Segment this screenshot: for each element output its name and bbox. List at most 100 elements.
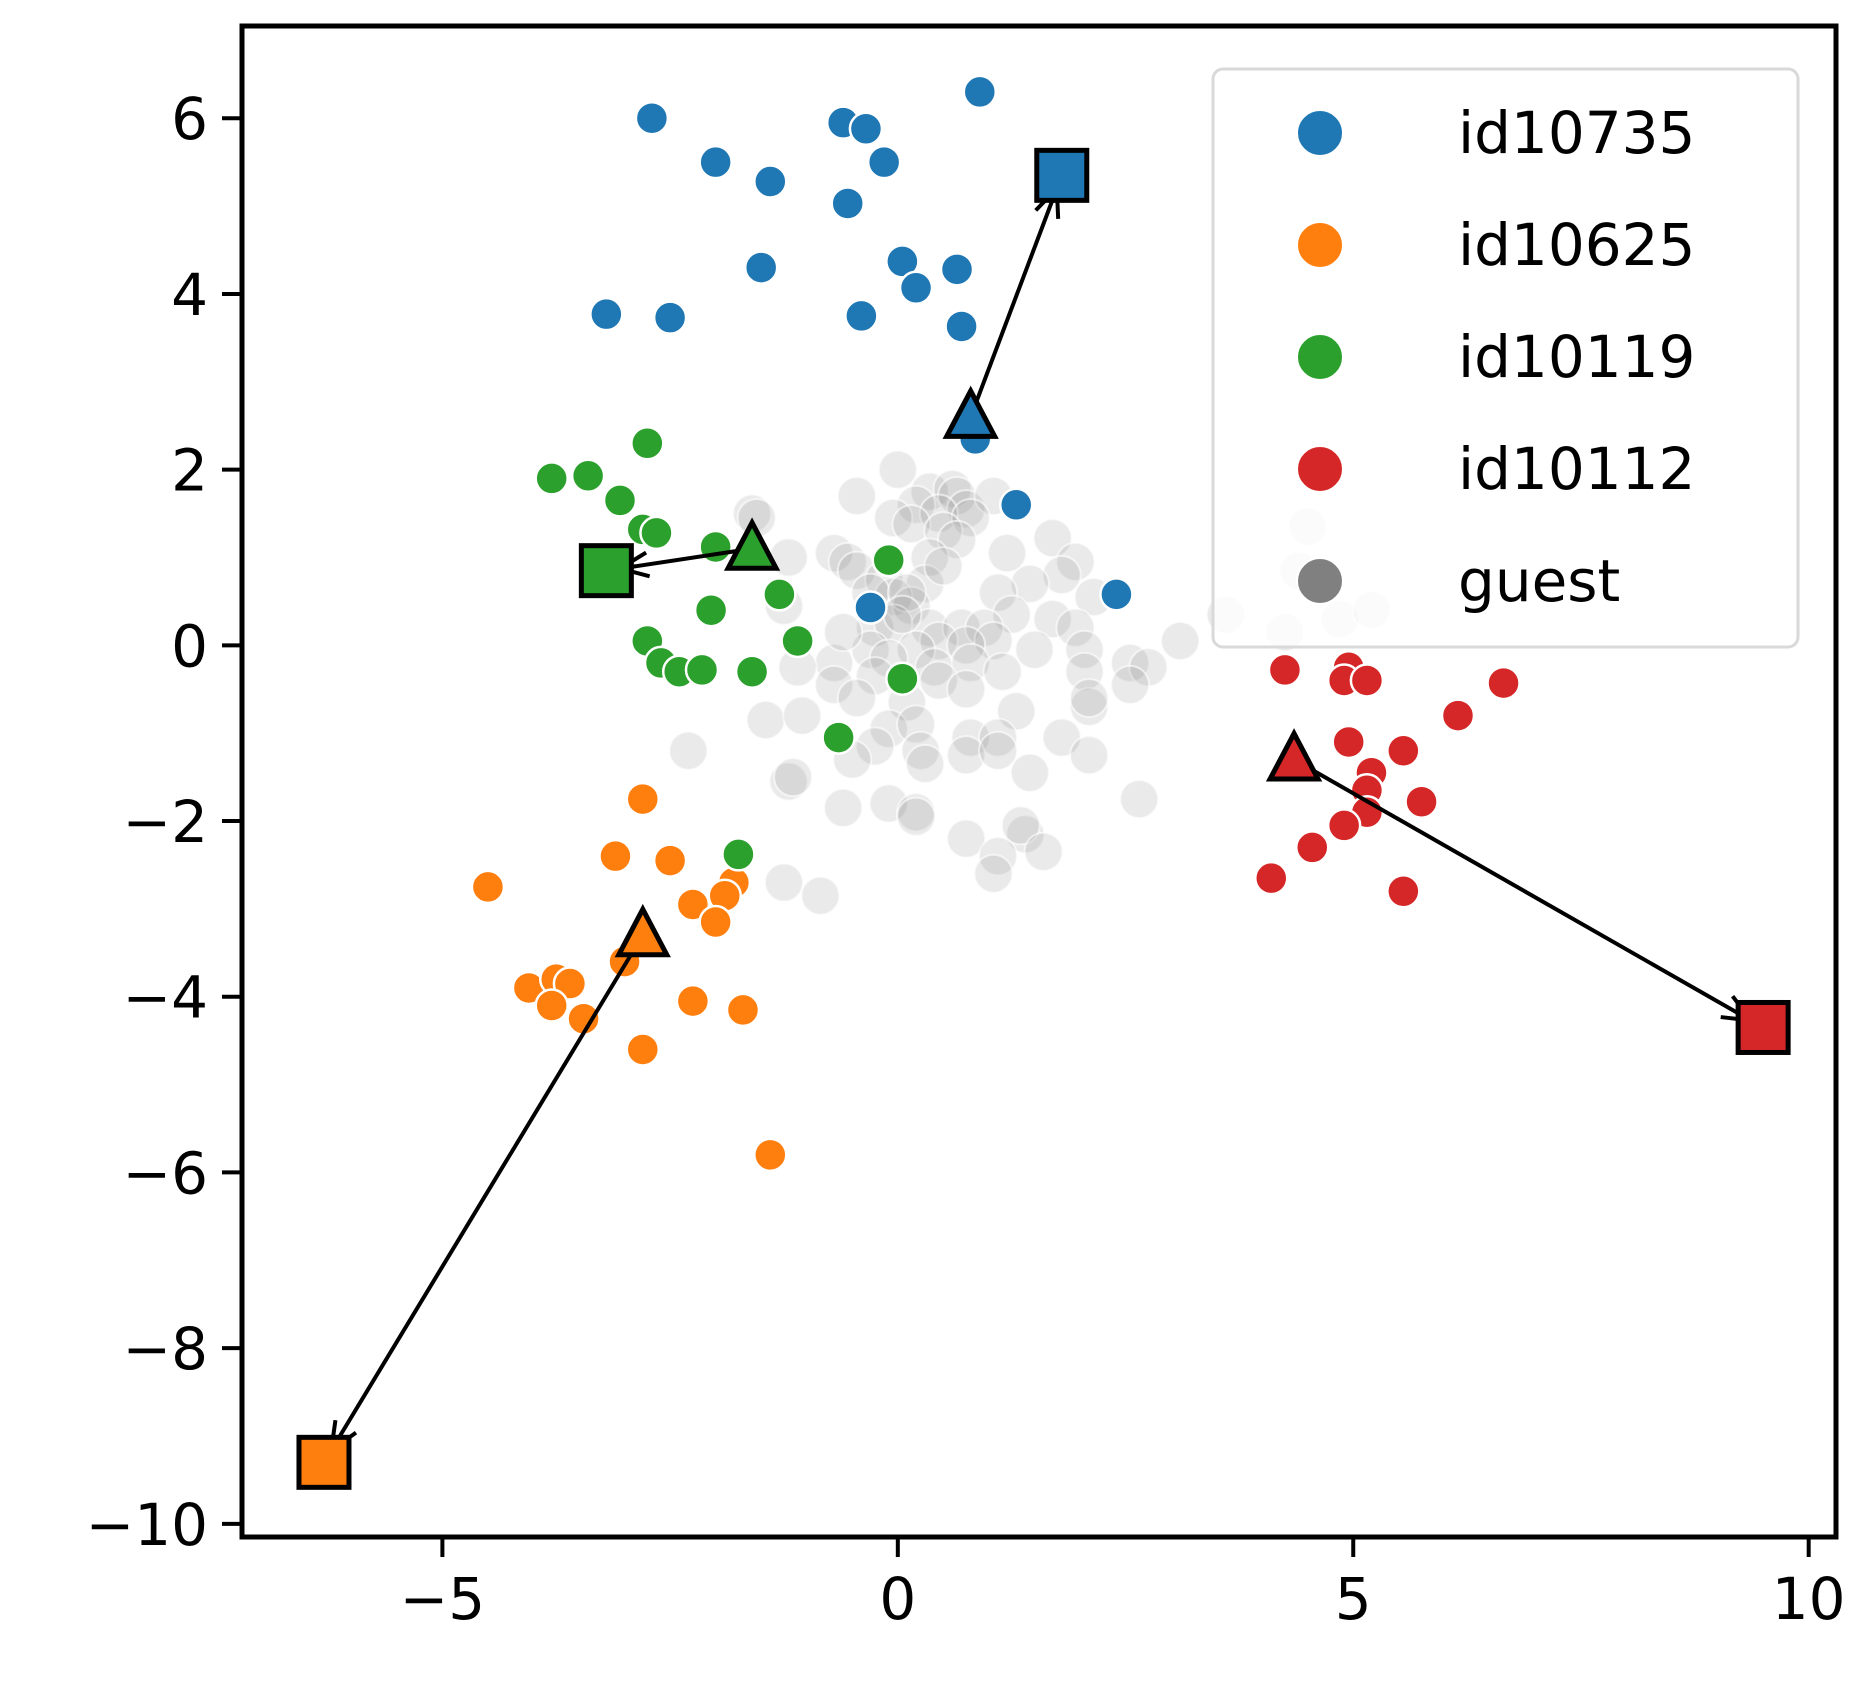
axes-layer: −5 0 5 10 −10 −8 −6 −4 −2 0 2 4 6	[86, 23, 1846, 1633]
legend-marker	[1296, 333, 1344, 381]
legend-label: id10625	[1458, 211, 1695, 279]
guest-point	[923, 546, 964, 587]
guest-point	[773, 757, 814, 798]
guest-point	[905, 743, 946, 784]
guest-point	[877, 449, 918, 490]
guest-point	[1119, 779, 1160, 820]
x-tick-label: 0	[879, 1565, 916, 1633]
guest-point	[1110, 664, 1151, 705]
id10625-point	[675, 983, 711, 1019]
guest-point	[1069, 686, 1110, 727]
id10119-point	[698, 529, 733, 565]
id10119-point	[693, 592, 729, 628]
guest-point	[1069, 735, 1110, 776]
id10625-point	[552, 966, 588, 1001]
id10119-point	[780, 623, 815, 659]
id10735-point	[939, 252, 975, 287]
guest-point	[946, 669, 987, 710]
guest-point	[978, 730, 1019, 771]
guest-point	[932, 468, 973, 509]
legend-marker	[1296, 557, 1344, 605]
guest-point	[1000, 805, 1041, 846]
markers-layer	[296, 147, 1791, 1490]
id10119-point	[871, 542, 906, 578]
guest-point	[1023, 831, 1064, 872]
id10112-point	[1267, 652, 1303, 688]
id10119-point	[821, 720, 856, 755]
guest-point	[814, 642, 855, 683]
legend-box	[1211, 67, 1800, 649]
id10625-arrow-line	[329, 941, 641, 1452]
id10735-point	[652, 300, 688, 335]
guest-point	[896, 796, 937, 837]
y-tick-label: −2	[123, 788, 209, 856]
id10735-centroid-marker	[942, 385, 999, 439]
guest-point	[973, 853, 1014, 894]
guest-point	[978, 717, 1019, 758]
id10112-point	[1254, 860, 1289, 896]
id10119-point	[602, 483, 638, 518]
x-tick-label: −5	[400, 1565, 486, 1633]
id10625-point	[698, 904, 733, 940]
guest-point	[668, 730, 709, 771]
id10119-point	[570, 458, 606, 494]
id10735-point	[589, 296, 624, 332]
guest-point	[768, 537, 809, 578]
id10735-point	[830, 186, 865, 221]
guest-point	[836, 678, 877, 719]
id10112-point	[1440, 698, 1476, 733]
id10112-point	[1386, 874, 1421, 909]
id10119-point	[630, 426, 665, 461]
id10112-point	[1295, 830, 1330, 865]
id10112-target-marker	[1735, 999, 1791, 1055]
guest-point	[763, 862, 804, 903]
id10625-point	[625, 781, 661, 817]
id10735-point	[743, 250, 779, 285]
id10119-arrow-line	[619, 547, 745, 571]
legend-label: id10119	[1458, 323, 1695, 391]
id10119-point	[534, 461, 569, 496]
y-tick-label: −4	[123, 964, 209, 1032]
guest-point	[882, 594, 923, 635]
guest-point	[1032, 598, 1073, 639]
y-tick-label: 0	[171, 612, 208, 680]
id10119-point	[639, 515, 674, 551]
legend-label: guest	[1458, 547, 1620, 615]
y-tick-label: 6	[171, 85, 208, 153]
id10119-target-marker	[578, 543, 634, 599]
id10119-point	[721, 837, 756, 872]
plot-frame	[239, 23, 1839, 1540]
id10735-point	[898, 270, 934, 306]
id10625-target-marker	[296, 1434, 352, 1490]
guest-point	[745, 700, 786, 741]
guest-point	[891, 504, 932, 545]
id10625-point	[534, 988, 569, 1023]
guest-point	[896, 704, 937, 745]
id10735-point	[962, 74, 998, 110]
guest-point	[950, 642, 991, 683]
guest-point	[800, 875, 841, 916]
guest-point	[1064, 651, 1105, 692]
legend-marker	[1296, 221, 1344, 269]
id10625-point	[598, 838, 633, 874]
id10112-point	[1486, 665, 1521, 701]
id10625-point	[675, 887, 711, 922]
y-tick-label: 4	[171, 261, 208, 329]
id10112-arrow-line	[1299, 761, 1752, 1023]
guest-point	[1064, 629, 1105, 670]
legend-marker	[1296, 109, 1344, 157]
id10119-centroid-marker	[723, 517, 781, 571]
guest-point	[782, 695, 823, 736]
legend: id10735 id10625 id10119 id10112 guest	[1211, 67, 1800, 649]
id10735-point	[866, 144, 902, 180]
id10625-point	[470, 869, 506, 905]
id10735-arrow-line	[971, 187, 1059, 411]
id10735-point	[634, 100, 670, 136]
guest-point	[918, 660, 959, 701]
x-tick-label: 5	[1335, 1565, 1372, 1633]
id10625-point	[625, 1032, 661, 1067]
y-tick-label: −6	[123, 1139, 209, 1207]
id10735-point	[944, 309, 979, 344]
id10735-point	[848, 111, 884, 147]
arrows-layer	[328, 183, 1756, 1455]
